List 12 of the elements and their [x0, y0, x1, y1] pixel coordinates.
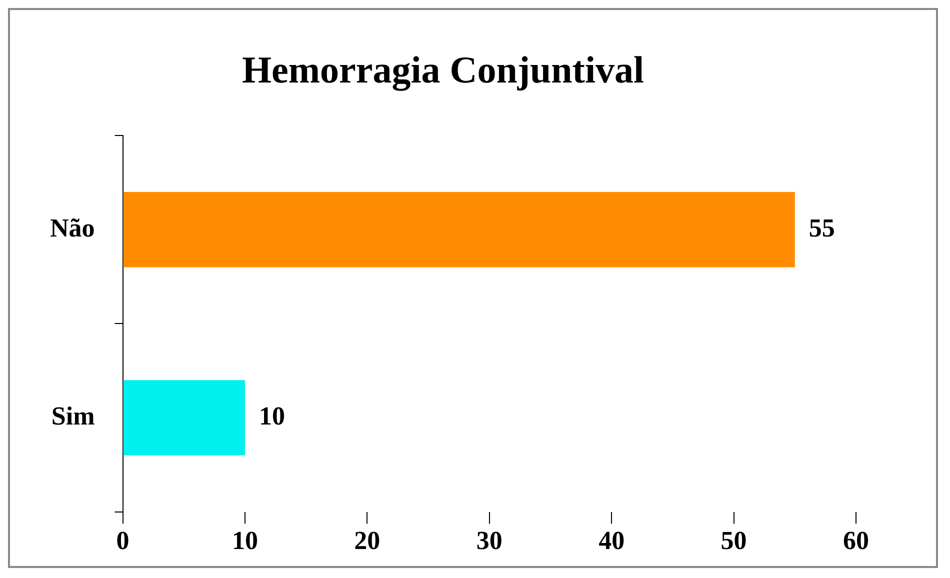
x-tick-label: 40: [598, 526, 625, 556]
x-tick-label: 50: [720, 526, 747, 556]
x-tick-label: 10: [232, 526, 258, 556]
x-tick-label: 20: [354, 526, 380, 556]
data-label: 55: [808, 213, 835, 242]
x-tick-label: 0: [116, 526, 130, 556]
data-label: 10: [258, 401, 285, 430]
x-tick-label: 30: [476, 526, 502, 556]
x-tick-label: 60: [843, 526, 869, 556]
y-tick-label: Não: [50, 213, 95, 242]
y-tick-label: Sim: [51, 401, 96, 430]
chart-title: Hemorragia Conjuntival: [242, 50, 644, 92]
